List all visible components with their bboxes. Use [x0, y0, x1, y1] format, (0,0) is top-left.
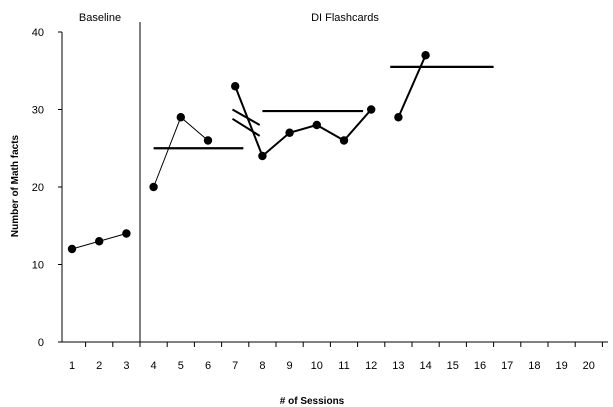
- x-tick-label: 5: [178, 360, 184, 372]
- phase-break-mark: [231, 117, 261, 137]
- y-tick-label: 20: [32, 182, 44, 194]
- data-point: [312, 120, 321, 130]
- x-tick-label: 13: [392, 360, 404, 372]
- data-point: [122, 229, 131, 238]
- x-tick-label: 1: [69, 360, 75, 372]
- data-point: [176, 113, 185, 122]
- data-point: [95, 237, 104, 246]
- x-tick-label: 20: [583, 360, 595, 372]
- y-tick-label: 30: [32, 105, 44, 117]
- data-point: [149, 182, 158, 192]
- x-tick-label: 12: [365, 360, 377, 372]
- x-tick-label: 11: [338, 360, 349, 372]
- data-point: [367, 105, 376, 114]
- phase-label-intervention: DI Flashcards: [311, 12, 379, 24]
- y-axis-title: Number of Math facts: [10, 134, 21, 237]
- x-tick-label: 16: [474, 360, 486, 372]
- data-point: [231, 82, 240, 91]
- x-tick-label: 17: [501, 360, 513, 372]
- x-tick-label: 8: [259, 360, 265, 372]
- data-point: [339, 136, 349, 145]
- data-point: [258, 151, 267, 161]
- x-tick-label: 6: [205, 360, 211, 372]
- data-line-segment: [397, 54, 427, 118]
- data-line-segment: [153, 116, 209, 188]
- x-axis-title: # of Sessions: [280, 396, 345, 407]
- phase-break-mark: [231, 108, 261, 126]
- x-tick-label: 4: [151, 360, 157, 372]
- y-tick-label: 10: [32, 260, 44, 272]
- data-point: [394, 113, 403, 122]
- data-line-segment: [234, 85, 372, 158]
- data-point: [421, 51, 430, 60]
- x-tick-label: 14: [419, 360, 431, 372]
- axes: [58, 22, 608, 347]
- y-tick-label: 40: [32, 27, 44, 39]
- x-tick-label: 10: [311, 360, 323, 372]
- data-point: [67, 244, 77, 254]
- phase-label-baseline: Baseline: [79, 12, 121, 24]
- x-tick-label: 7: [232, 360, 238, 372]
- data-point: [203, 136, 213, 145]
- data-series: [67, 51, 430, 254]
- y-tick-label: 0: [38, 337, 44, 349]
- x-tick-label: 2: [96, 360, 102, 372]
- x-tick-label: 18: [528, 360, 540, 372]
- goal-lines: [153, 65, 494, 150]
- x-tick-label: 3: [123, 360, 129, 372]
- x-tick-label: 9: [287, 360, 293, 372]
- data-point: [285, 128, 294, 137]
- x-tick-label: 15: [447, 360, 459, 372]
- x-tick-label: 19: [555, 360, 567, 372]
